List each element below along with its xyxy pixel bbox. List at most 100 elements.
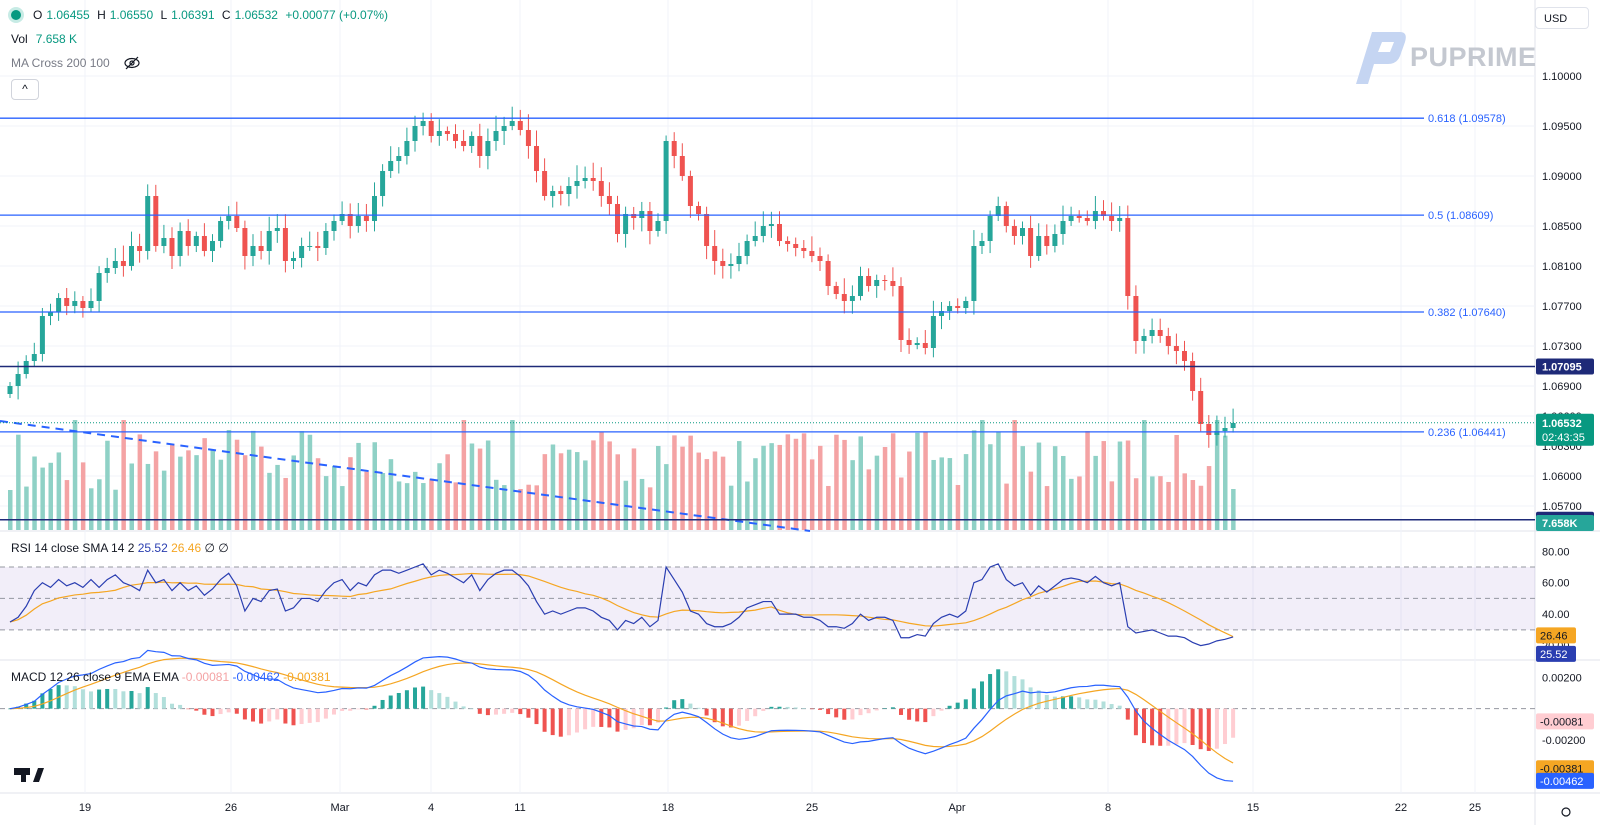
candle-body — [461, 141, 467, 146]
candle-body — [785, 241, 791, 244]
candle-body — [485, 141, 491, 156]
volume-bar — [477, 448, 483, 530]
candle-body — [1157, 330, 1163, 336]
macd-histogram-bar — [858, 708, 863, 716]
collapse-legend-button[interactable]: ^ — [11, 79, 39, 100]
volume-bar — [1133, 478, 1139, 530]
volume-bar — [137, 434, 143, 530]
candle-body — [1141, 336, 1147, 341]
volume-bar — [202, 438, 207, 530]
volume-legend[interactable]: Vol 7.658 K — [11, 32, 81, 46]
eye-hidden-icon[interactable] — [123, 56, 141, 73]
volume-bar — [769, 443, 774, 530]
macd-histogram-bar — [226, 708, 231, 713]
macd-histogram-bar — [113, 688, 118, 709]
rsi-sma-badge — [1536, 627, 1576, 644]
candle-body — [129, 246, 134, 266]
macd-histogram-bar — [834, 708, 839, 718]
price-tick-label: 1.09000 — [1542, 171, 1582, 183]
volume-bar — [712, 451, 718, 530]
macd-histogram-bar — [769, 706, 774, 709]
volume-bar — [348, 457, 353, 530]
current-price-badge — [1536, 413, 1594, 446]
volume-bar — [1142, 420, 1147, 530]
candle-body — [501, 126, 507, 131]
candle-body — [833, 286, 839, 294]
chevron-up-icon: ^ — [22, 82, 28, 96]
volume-bar — [178, 456, 183, 530]
macd-histogram-bar — [1125, 708, 1130, 720]
volume-bar — [259, 446, 264, 530]
volume-bar — [105, 440, 110, 530]
macd-badge — [1536, 772, 1594, 789]
volume-bar — [1117, 441, 1123, 530]
macd-histogram-bar — [283, 708, 288, 724]
macd-histogram-bar — [591, 708, 596, 727]
macd-histogram-bar — [996, 669, 1001, 709]
macd-histogram-bar — [558, 708, 563, 737]
macd-histogram-bar — [364, 708, 369, 710]
volume-badge-text: 7.658K — [1542, 518, 1578, 530]
volume-bar — [656, 445, 661, 530]
volume-bar — [980, 420, 985, 530]
macd-histogram-bar — [542, 708, 547, 732]
macd-histogram-bar — [485, 708, 490, 716]
candle-body — [963, 301, 969, 308]
rsi-sma-line — [9, 572, 1234, 638]
candle-body — [1198, 391, 1204, 424]
macd-histogram-bar — [599, 708, 604, 727]
macd-histogram-bar — [939, 708, 944, 711]
candle-body — [590, 178, 596, 181]
time-tick-label: 15 — [1247, 802, 1259, 814]
macd-histogram-bar — [404, 690, 409, 709]
volume-bar — [542, 454, 548, 530]
price-tick-label: 1.05700 — [1542, 501, 1582, 513]
volume-bar — [8, 490, 13, 530]
candle-body — [922, 343, 928, 348]
candle-body — [7, 386, 13, 394]
candle-body — [1230, 423, 1236, 428]
macd-hist-badge — [1536, 713, 1594, 730]
volume-bar — [664, 464, 669, 530]
volume-bar — [607, 441, 612, 530]
candle-body — [696, 206, 701, 214]
volume-bar — [299, 431, 305, 530]
macd-histogram-bar — [923, 708, 928, 723]
candle-body — [898, 286, 904, 340]
candle-body — [801, 248, 807, 251]
price-tick-label: 1.10000 — [1542, 71, 1582, 83]
candle-body — [137, 246, 143, 251]
macd-histogram-bar — [1069, 696, 1074, 709]
volume-bar — [307, 434, 313, 530]
volume-bar — [1069, 478, 1074, 530]
ma-cross-legend[interactable]: MA Cross 200 100 — [11, 56, 145, 73]
macd-histogram-bar — [672, 700, 677, 709]
volume-bar — [153, 451, 159, 530]
currency-button[interactable]: USD — [1535, 7, 1589, 29]
macd-histogram-bar — [1198, 708, 1203, 750]
volume-bar — [64, 480, 70, 530]
candle-body — [655, 221, 661, 231]
candle-body — [1028, 228, 1034, 256]
volume-bar — [777, 444, 782, 530]
candle-body — [631, 214, 637, 218]
candle-body — [955, 306, 961, 308]
volume-bar — [842, 439, 847, 530]
macd-histogram-bar — [1077, 697, 1082, 709]
volume-bar — [996, 431, 1001, 530]
price-tick-label: 1.07700 — [1542, 301, 1582, 313]
macd-legend-part: -0.00381 — [280, 670, 331, 684]
candle-body — [477, 136, 483, 156]
volume-bar — [745, 481, 750, 530]
volume-bar — [332, 465, 337, 530]
volume-bar — [1020, 446, 1025, 530]
rsi-legend-part: ∅ ∅ — [201, 541, 229, 555]
macd-histogram-bar — [656, 708, 660, 723]
market-status-dot-icon — [11, 10, 21, 20]
volume-bar — [80, 462, 86, 530]
macd-histogram-bar — [194, 708, 199, 711]
macd-histogram-bar — [494, 708, 498, 715]
macd-tick-label: 0.00200 — [1542, 672, 1582, 684]
volume-bar — [882, 446, 888, 530]
